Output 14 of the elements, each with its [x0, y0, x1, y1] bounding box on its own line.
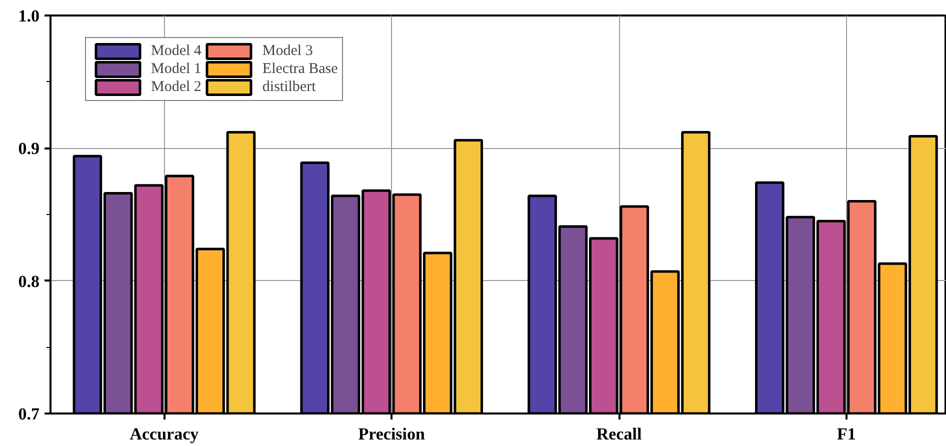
legend-label: distilbert	[262, 78, 316, 96]
legend-label: Model 4	[151, 42, 202, 60]
legend-label: Electra Base	[262, 60, 338, 78]
y-tick-label: 0.8	[18, 272, 40, 291]
legend-label: Model 3	[262, 42, 313, 60]
legend-label: Model 1	[151, 60, 202, 78]
x-tick-label: Precision	[358, 424, 426, 444]
legend-label: Model 2	[151, 78, 202, 96]
x-tick-label: F1	[836, 424, 856, 444]
y-tick-label: 0.7	[18, 404, 40, 424]
x-tick-label: Accuracy	[130, 424, 200, 444]
y-tick-label: 0.9	[18, 139, 40, 158]
x-tick-label: Recall	[596, 424, 642, 444]
y-tick-label: 1.0	[18, 6, 40, 26]
